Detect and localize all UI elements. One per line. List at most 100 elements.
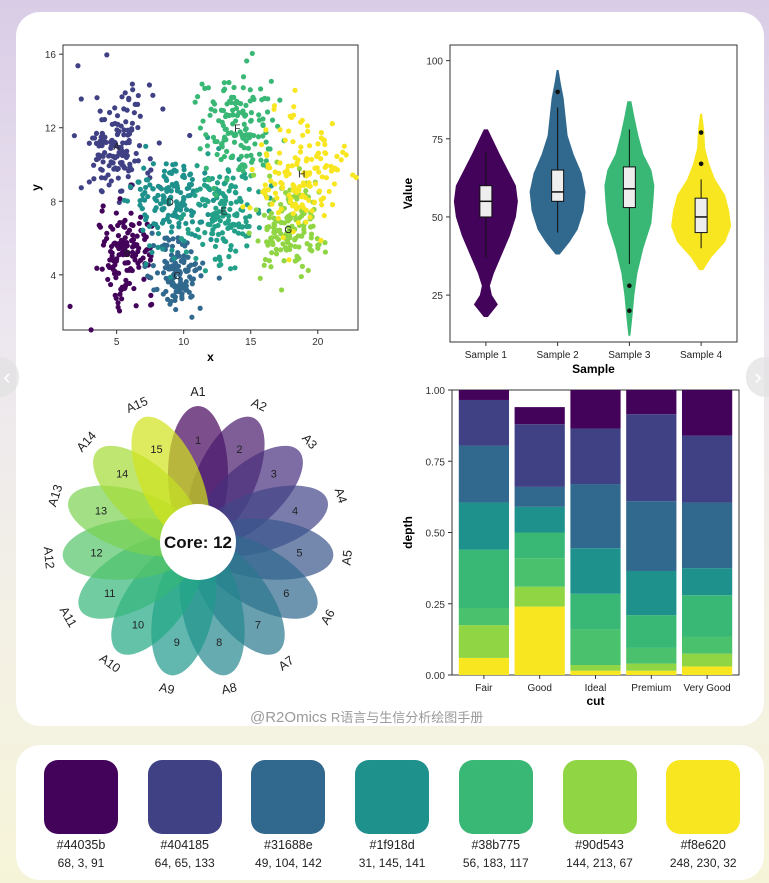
scatter-point xyxy=(187,171,194,177)
scatter-point xyxy=(277,97,283,103)
bar-segment xyxy=(458,445,510,503)
scatter-point xyxy=(192,192,198,199)
scatter-point xyxy=(290,187,296,193)
bar-segment xyxy=(626,663,677,671)
scatter-point xyxy=(244,153,250,159)
scatter-point xyxy=(272,181,278,187)
petal-set-label: A9 xyxy=(158,680,176,695)
scatter-point xyxy=(253,207,259,213)
scatter-point xyxy=(291,104,297,110)
x-tick-label: Ideal xyxy=(585,683,607,694)
scatter-point xyxy=(115,270,122,276)
petal-set-label: A10 xyxy=(97,651,123,675)
scatter-point xyxy=(228,99,234,106)
y-axis-label: depth xyxy=(401,516,415,549)
x-tick-label: 20 xyxy=(312,337,324,348)
scatter-point xyxy=(99,131,106,137)
scatter-point xyxy=(108,248,114,255)
scatter-point xyxy=(131,110,137,116)
scatter-point xyxy=(240,108,246,114)
scatter-point xyxy=(164,215,170,222)
bar-segment xyxy=(458,399,510,446)
scatter-point xyxy=(226,213,232,219)
scatter-point xyxy=(197,146,203,152)
prev-button[interactable]: ‹ xyxy=(0,357,19,397)
bar-segment xyxy=(458,608,510,626)
scatter-point xyxy=(267,173,273,179)
swatch-hex-label: #44035b xyxy=(56,838,106,852)
x-tick-label: 10 xyxy=(178,337,190,348)
scatter-point xyxy=(323,150,329,157)
outlier-point xyxy=(555,89,560,95)
scatter-point xyxy=(226,112,232,119)
scatter-point xyxy=(143,143,149,149)
scatter-point xyxy=(248,132,254,138)
scatter-point xyxy=(106,153,112,159)
scatter-point xyxy=(142,189,148,196)
scatter-point xyxy=(163,161,169,167)
scatter-point xyxy=(242,175,249,181)
scatter-point xyxy=(155,230,162,237)
scatter-point xyxy=(290,229,296,235)
petal-count: 11 xyxy=(104,588,115,600)
petal-set-label: A4 xyxy=(332,486,350,505)
scatter-point xyxy=(147,156,153,162)
scatter-point xyxy=(160,246,166,252)
bar-segment xyxy=(681,390,733,436)
scatter-point xyxy=(188,249,194,255)
scatter-point xyxy=(143,214,150,220)
scatter-point xyxy=(263,158,269,164)
scatter-point xyxy=(273,251,280,257)
scatter-point xyxy=(266,224,272,230)
swatch-rgb-label: 248, 230, 32 xyxy=(669,856,737,870)
scatter-point xyxy=(177,270,183,276)
scatter-point xyxy=(184,185,190,192)
scatter-point xyxy=(230,175,236,181)
scatter-point xyxy=(123,119,129,125)
scatter-point xyxy=(185,230,192,236)
scatter-point xyxy=(86,140,92,146)
y-tick-label: 25 xyxy=(432,291,444,302)
scatter-point xyxy=(190,276,197,282)
scatter-point xyxy=(280,185,286,191)
scatter-point xyxy=(350,172,356,178)
scatter-point xyxy=(99,153,105,159)
scatter-point xyxy=(124,107,130,113)
scatter-point xyxy=(193,255,199,262)
next-button[interactable]: › xyxy=(746,357,769,397)
scatter-point xyxy=(117,188,124,194)
scatter-point xyxy=(178,235,185,242)
scatter-point xyxy=(244,243,250,249)
scatter-point xyxy=(157,201,164,207)
bar-segment xyxy=(514,606,565,675)
scatter-point xyxy=(306,197,312,203)
scatter-point xyxy=(292,243,298,250)
scatter-point xyxy=(219,230,226,236)
scatter-point xyxy=(130,222,136,228)
scatter-point xyxy=(78,96,84,102)
scatter-point xyxy=(237,164,243,170)
scatter-point xyxy=(160,197,166,203)
scatter-point xyxy=(338,157,344,163)
scatter-point xyxy=(228,224,234,230)
scatter-point xyxy=(268,210,275,216)
scatter-point xyxy=(287,215,294,221)
scatter-point xyxy=(271,229,277,235)
color-swatch xyxy=(458,760,533,834)
x-tick-label: Very Good xyxy=(683,683,730,694)
scatter-point xyxy=(112,155,118,161)
scatter-point xyxy=(226,188,232,194)
scatter-point xyxy=(251,172,257,178)
swatch-hex-label: #1f918d xyxy=(369,838,415,852)
scatter-point xyxy=(257,275,263,281)
scatter-point xyxy=(117,291,123,297)
scatter-point xyxy=(169,224,175,230)
scatter-point xyxy=(243,112,249,118)
scatter-point xyxy=(197,305,203,311)
scatter-point xyxy=(255,238,261,244)
scatter-point xyxy=(248,118,254,124)
scatter-point xyxy=(268,78,274,84)
petal-count: 6 xyxy=(283,588,289,600)
scatter-point xyxy=(198,273,204,279)
scatter-point xyxy=(146,82,153,88)
